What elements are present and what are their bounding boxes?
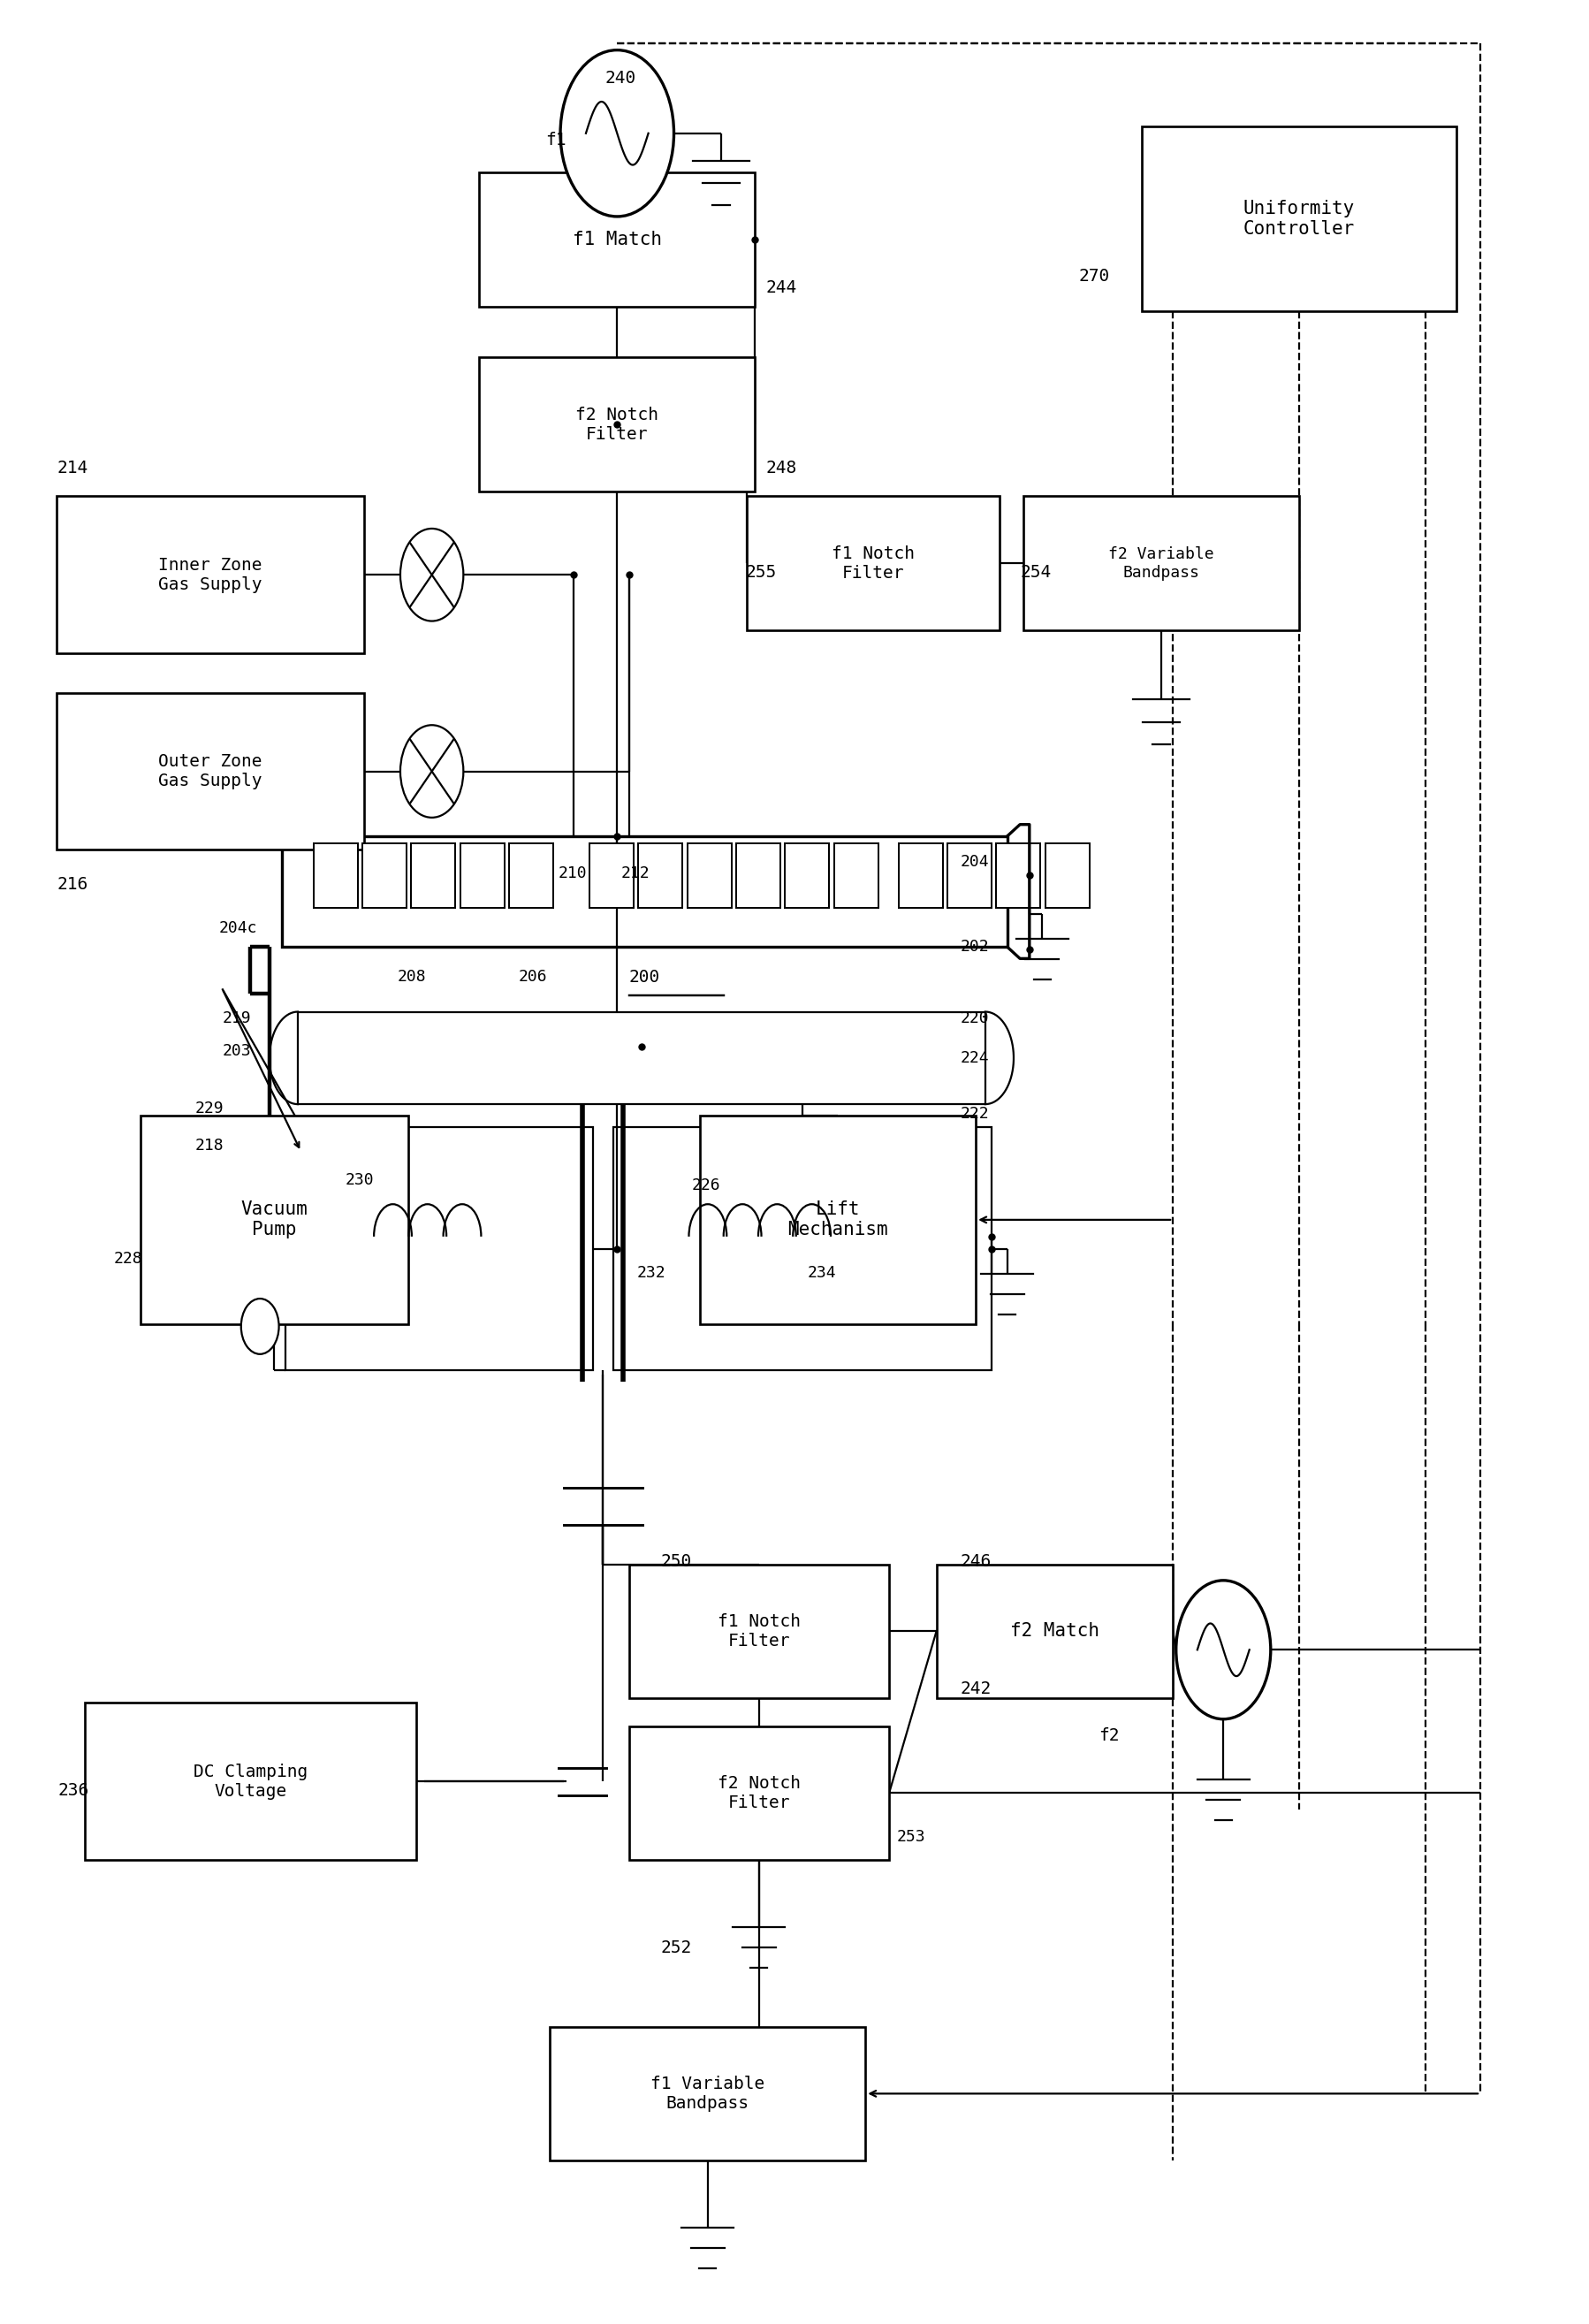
Text: f2 Variable
Bandpass: f2 Variable Bandpass bbox=[1108, 546, 1214, 581]
FancyBboxPatch shape bbox=[996, 844, 1041, 909]
Text: 248: 248 bbox=[766, 460, 798, 476]
Text: 218: 218 bbox=[195, 1139, 224, 1153]
Text: 212: 212 bbox=[621, 865, 650, 881]
Text: Uniformity
Controller: Uniformity Controller bbox=[1243, 200, 1355, 237]
Text: 254: 254 bbox=[1020, 565, 1052, 581]
Text: 250: 250 bbox=[661, 1552, 691, 1571]
Text: Vacuum
Pump: Vacuum Pump bbox=[240, 1202, 308, 1239]
Text: 200: 200 bbox=[629, 969, 659, 985]
Text: f1 Notch
Filter: f1 Notch Filter bbox=[718, 1613, 801, 1650]
FancyBboxPatch shape bbox=[785, 844, 829, 909]
Text: 204: 204 bbox=[960, 853, 988, 869]
FancyBboxPatch shape bbox=[480, 172, 755, 307]
Text: 253: 253 bbox=[896, 1829, 926, 1845]
Text: 208: 208 bbox=[397, 969, 426, 985]
Circle shape bbox=[242, 1299, 280, 1355]
FancyBboxPatch shape bbox=[362, 844, 407, 909]
Text: 216: 216 bbox=[57, 876, 87, 892]
Text: 236: 236 bbox=[59, 1783, 89, 1799]
Text: f2 Match: f2 Match bbox=[1011, 1622, 1100, 1641]
Text: 220: 220 bbox=[960, 1011, 988, 1027]
Text: 204c: 204c bbox=[219, 920, 257, 937]
FancyBboxPatch shape bbox=[461, 844, 504, 909]
FancyBboxPatch shape bbox=[629, 1727, 890, 1859]
Text: 246: 246 bbox=[960, 1552, 992, 1571]
Text: 232: 232 bbox=[637, 1264, 666, 1281]
Text: DC Clamping
Voltage: DC Clamping Voltage bbox=[194, 1764, 308, 1799]
FancyBboxPatch shape bbox=[1141, 125, 1457, 311]
FancyBboxPatch shape bbox=[480, 358, 755, 493]
Text: 203: 203 bbox=[222, 1043, 251, 1060]
FancyBboxPatch shape bbox=[57, 693, 364, 851]
FancyBboxPatch shape bbox=[590, 844, 634, 909]
Text: 242: 242 bbox=[960, 1680, 992, 1697]
Text: 222: 222 bbox=[960, 1106, 988, 1122]
Text: f1 Notch
Filter: f1 Notch Filter bbox=[831, 546, 915, 581]
FancyBboxPatch shape bbox=[1023, 497, 1300, 630]
Text: 230: 230 bbox=[345, 1174, 373, 1188]
Text: f1: f1 bbox=[545, 132, 566, 149]
FancyBboxPatch shape bbox=[834, 844, 879, 909]
Text: 206: 206 bbox=[518, 969, 547, 985]
FancyBboxPatch shape bbox=[613, 1127, 992, 1371]
Text: 255: 255 bbox=[745, 565, 777, 581]
Text: 240: 240 bbox=[605, 70, 637, 86]
Text: 234: 234 bbox=[807, 1264, 836, 1281]
FancyBboxPatch shape bbox=[1046, 844, 1090, 909]
FancyBboxPatch shape bbox=[736, 844, 780, 909]
Text: 252: 252 bbox=[661, 1941, 691, 1957]
Text: 219: 219 bbox=[222, 1011, 251, 1027]
Text: 210: 210 bbox=[558, 865, 586, 881]
FancyBboxPatch shape bbox=[412, 844, 456, 909]
FancyBboxPatch shape bbox=[297, 1011, 985, 1104]
Circle shape bbox=[400, 528, 464, 621]
FancyBboxPatch shape bbox=[283, 837, 1007, 946]
Text: f1 Variable
Bandpass: f1 Variable Bandpass bbox=[650, 2075, 764, 2113]
Text: f2 Notch
Filter: f2 Notch Filter bbox=[575, 407, 659, 442]
FancyBboxPatch shape bbox=[140, 1116, 408, 1325]
Circle shape bbox=[561, 51, 674, 216]
Text: Inner Zone
Gas Supply: Inner Zone Gas Supply bbox=[159, 558, 262, 593]
Circle shape bbox=[400, 725, 464, 818]
FancyBboxPatch shape bbox=[508, 844, 553, 909]
Text: f1 Match: f1 Match bbox=[572, 230, 661, 249]
Text: Lift
Mechanism: Lift Mechanism bbox=[788, 1202, 888, 1239]
Text: 226: 226 bbox=[693, 1178, 721, 1192]
Text: 270: 270 bbox=[1079, 267, 1109, 286]
FancyBboxPatch shape bbox=[313, 844, 358, 909]
Text: f2: f2 bbox=[1100, 1727, 1120, 1743]
FancyBboxPatch shape bbox=[688, 844, 731, 909]
FancyBboxPatch shape bbox=[84, 1703, 416, 1859]
FancyBboxPatch shape bbox=[639, 844, 683, 909]
Text: 202: 202 bbox=[960, 939, 988, 955]
Text: 244: 244 bbox=[766, 279, 798, 297]
FancyBboxPatch shape bbox=[284, 1127, 593, 1371]
Text: f2 Notch
Filter: f2 Notch Filter bbox=[718, 1776, 801, 1810]
Text: 229: 229 bbox=[195, 1102, 224, 1118]
Circle shape bbox=[1176, 1580, 1271, 1720]
FancyBboxPatch shape bbox=[936, 1564, 1173, 1699]
Text: 214: 214 bbox=[57, 460, 87, 476]
FancyBboxPatch shape bbox=[898, 844, 942, 909]
FancyBboxPatch shape bbox=[629, 1564, 890, 1699]
FancyBboxPatch shape bbox=[57, 497, 364, 653]
FancyBboxPatch shape bbox=[550, 2027, 866, 2161]
FancyBboxPatch shape bbox=[947, 844, 992, 909]
FancyBboxPatch shape bbox=[699, 1116, 976, 1325]
FancyBboxPatch shape bbox=[747, 497, 999, 630]
Text: 228: 228 bbox=[113, 1250, 141, 1267]
Text: 224: 224 bbox=[960, 1050, 988, 1067]
Text: Outer Zone
Gas Supply: Outer Zone Gas Supply bbox=[159, 753, 262, 790]
